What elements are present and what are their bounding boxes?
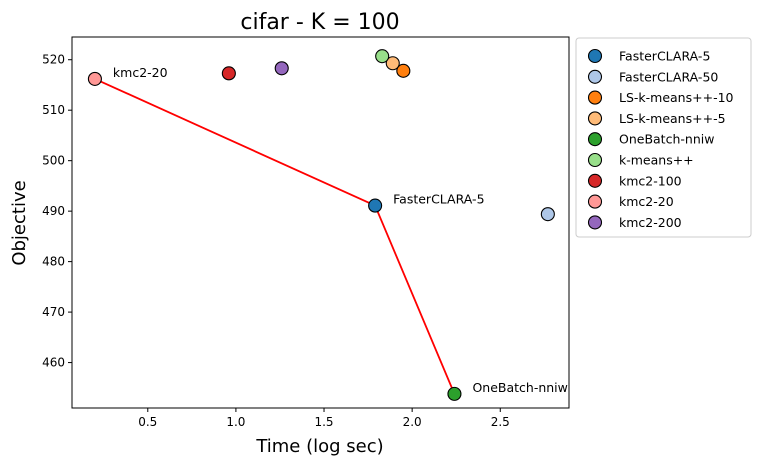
y-tick-label: 520 [42, 53, 65, 67]
x-tick-label: 1.0 [226, 415, 245, 429]
legend-marker-fasterclara-50 [587, 69, 603, 84]
x-tick-label: 2.0 [403, 415, 422, 429]
legend-marker-k-means [587, 152, 603, 168]
legend-label-ls-k-means-10: LS-k-means++-10 [619, 90, 734, 105]
legend-marker-kmc2-100 [587, 173, 603, 188]
data-points-layer [87, 49, 555, 401]
legend-label-kmc2-100: kmc2-100 [619, 173, 682, 188]
plot-area [71, 36, 570, 409]
legend-marker-kmc2-20 [587, 194, 603, 209]
y-axis: 460 470 480 490 500 510 520 [42, 53, 72, 370]
x-tick-label: 1.5 [314, 415, 333, 429]
legend-marker-fasterclara-5 [587, 48, 603, 64]
x-tick-label: 0.5 [138, 415, 157, 429]
x-axis-label: Time (log sec) [255, 436, 383, 457]
y-tick-label: 500 [42, 154, 65, 168]
legend-label-fasterclara-50: FasterCLARA-50 [619, 69, 718, 84]
legend-label-k-means: k-means++ [619, 153, 694, 168]
y-tick-label: 510 [42, 103, 65, 117]
y-tick-label: 470 [42, 305, 65, 319]
point-annotation: FasterCLARA-5 [393, 192, 484, 207]
data-point-ls-k-means-5 [385, 56, 400, 71]
legend-marker-onebatch-nniw [587, 132, 603, 147]
data-point-ls-k-means-10 [396, 63, 411, 78]
legend-box [575, 37, 752, 238]
data-point-fasterclara-50 [540, 207, 555, 222]
annotations-layer: kmc2-20 FasterCLARA-5 OneBatch-nniw [113, 65, 568, 395]
x-axis: 0.5 1.0 1.5 2.0 2.5 [138, 408, 510, 429]
data-point-kmc2-200 [274, 61, 289, 76]
legend-label-kmc2-20: kmc2-20 [619, 194, 674, 209]
pareto-front-line [94, 78, 456, 395]
y-tick-label: 490 [42, 204, 65, 218]
y-tick-label: 460 [42, 356, 65, 370]
data-point-onebatch-nniw [447, 386, 462, 401]
legend-label-onebatch-nniw: OneBatch-nniw [619, 132, 714, 147]
point-annotation: kmc2-20 [113, 65, 168, 80]
data-point-fasterclara-5 [368, 198, 383, 213]
legend-label-kmc2-200: kmc2-200 [619, 215, 682, 230]
data-point-kmc2-100 [221, 66, 236, 81]
data-point-kmc2-20 [87, 71, 102, 86]
chart-title: cifar - K = 100 [240, 10, 399, 35]
legend-marker-ls-k-means-10 [587, 90, 603, 105]
point-annotation: OneBatch-nniw [472, 380, 567, 395]
legend-label-fasterclara-5: FasterCLARA-5 [619, 49, 710, 64]
legend-marker-ls-k-means-5 [587, 111, 603, 126]
y-axis-label: Objective [9, 180, 30, 265]
legend-label-ls-k-means-5: LS-k-means++-5 [619, 111, 726, 126]
x-tick-label: 2.5 [491, 415, 510, 429]
legend-marker-kmc2-200 [587, 215, 603, 230]
y-tick-label: 480 [42, 255, 65, 269]
data-point-k-means [375, 49, 390, 64]
legend: FasterCLARA-5 FasterCLARA-50 LS-k-means++-… [575, 37, 752, 238]
pareto-front-layer [94, 78, 456, 395]
